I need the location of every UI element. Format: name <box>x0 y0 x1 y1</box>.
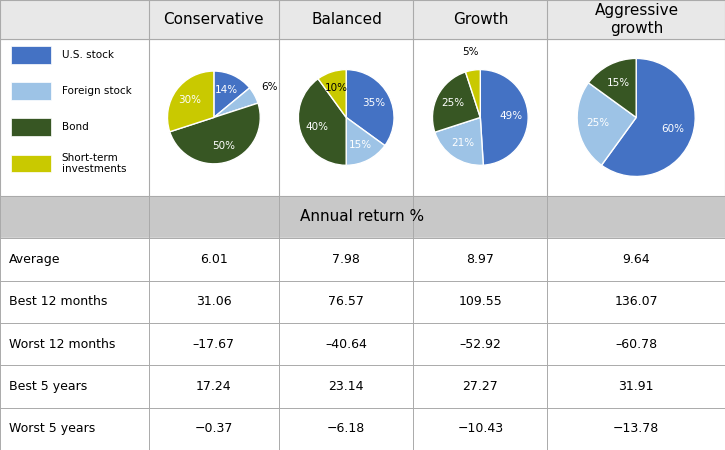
Text: –52.92: –52.92 <box>460 338 501 351</box>
Text: −13.78: −13.78 <box>613 422 659 435</box>
Wedge shape <box>214 71 249 117</box>
Text: 14%: 14% <box>215 85 239 95</box>
FancyBboxPatch shape <box>11 82 51 100</box>
Wedge shape <box>602 58 695 176</box>
Wedge shape <box>465 70 481 117</box>
Text: U.S. stock: U.S. stock <box>62 50 114 60</box>
Text: 76.57: 76.57 <box>328 295 364 308</box>
Wedge shape <box>435 117 484 165</box>
FancyBboxPatch shape <box>11 155 51 172</box>
Wedge shape <box>214 88 258 117</box>
Text: 40%: 40% <box>305 122 328 132</box>
Text: 17.24: 17.24 <box>196 380 232 393</box>
Text: Best 12 months: Best 12 months <box>9 295 107 308</box>
Text: 25%: 25% <box>587 118 610 128</box>
Text: 10%: 10% <box>325 83 348 93</box>
Text: 30%: 30% <box>178 94 201 105</box>
Text: 27.27: 27.27 <box>463 380 498 393</box>
Text: 136.07: 136.07 <box>614 295 658 308</box>
Wedge shape <box>170 103 260 164</box>
Text: 49%: 49% <box>500 112 523 122</box>
Text: Balanced: Balanced <box>311 12 382 27</box>
Wedge shape <box>299 79 347 165</box>
Text: 25%: 25% <box>441 99 464 108</box>
Text: Foreign stock: Foreign stock <box>62 86 131 96</box>
Text: 109.55: 109.55 <box>458 295 502 308</box>
Text: −10.43: −10.43 <box>457 422 503 435</box>
Text: 7.98: 7.98 <box>332 253 360 266</box>
Text: 6.01: 6.01 <box>200 253 228 266</box>
Text: 60%: 60% <box>661 124 684 134</box>
Text: 35%: 35% <box>362 99 386 108</box>
FancyBboxPatch shape <box>11 118 51 136</box>
Text: Bond: Bond <box>62 122 88 132</box>
Text: Worst 5 years: Worst 5 years <box>9 422 95 435</box>
Text: Best 5 years: Best 5 years <box>9 380 87 393</box>
Text: Conservative: Conservative <box>164 12 264 27</box>
Text: 23.14: 23.14 <box>328 380 364 393</box>
Text: Growth: Growth <box>453 12 508 27</box>
Wedge shape <box>346 117 385 165</box>
Text: 8.97: 8.97 <box>466 253 494 266</box>
Text: 50%: 50% <box>212 141 235 151</box>
Text: 6%: 6% <box>262 81 278 92</box>
Text: Worst 12 months: Worst 12 months <box>9 338 115 351</box>
Text: Short-term
investments: Short-term investments <box>62 153 126 174</box>
Text: Annual return %: Annual return % <box>300 209 425 225</box>
Wedge shape <box>318 70 347 117</box>
Text: −0.37: −0.37 <box>195 422 233 435</box>
Text: 5%: 5% <box>462 47 478 57</box>
Wedge shape <box>480 70 528 165</box>
Wedge shape <box>433 72 480 132</box>
Text: 15%: 15% <box>349 140 372 150</box>
Text: Aggressive
growth: Aggressive growth <box>594 3 679 36</box>
Text: –17.67: –17.67 <box>193 338 235 351</box>
Text: –40.64: –40.64 <box>326 338 367 351</box>
Text: –60.78: –60.78 <box>615 338 658 351</box>
Wedge shape <box>167 71 214 132</box>
Wedge shape <box>346 70 394 146</box>
Wedge shape <box>589 58 637 117</box>
FancyBboxPatch shape <box>11 46 51 63</box>
Text: 9.64: 9.64 <box>622 253 650 266</box>
Text: 31.91: 31.91 <box>618 380 654 393</box>
Text: 21%: 21% <box>451 138 474 148</box>
Text: Average: Average <box>9 253 60 266</box>
Text: −6.18: −6.18 <box>327 422 365 435</box>
Wedge shape <box>577 83 637 165</box>
Text: 15%: 15% <box>608 78 630 88</box>
Text: 31.06: 31.06 <box>196 295 232 308</box>
